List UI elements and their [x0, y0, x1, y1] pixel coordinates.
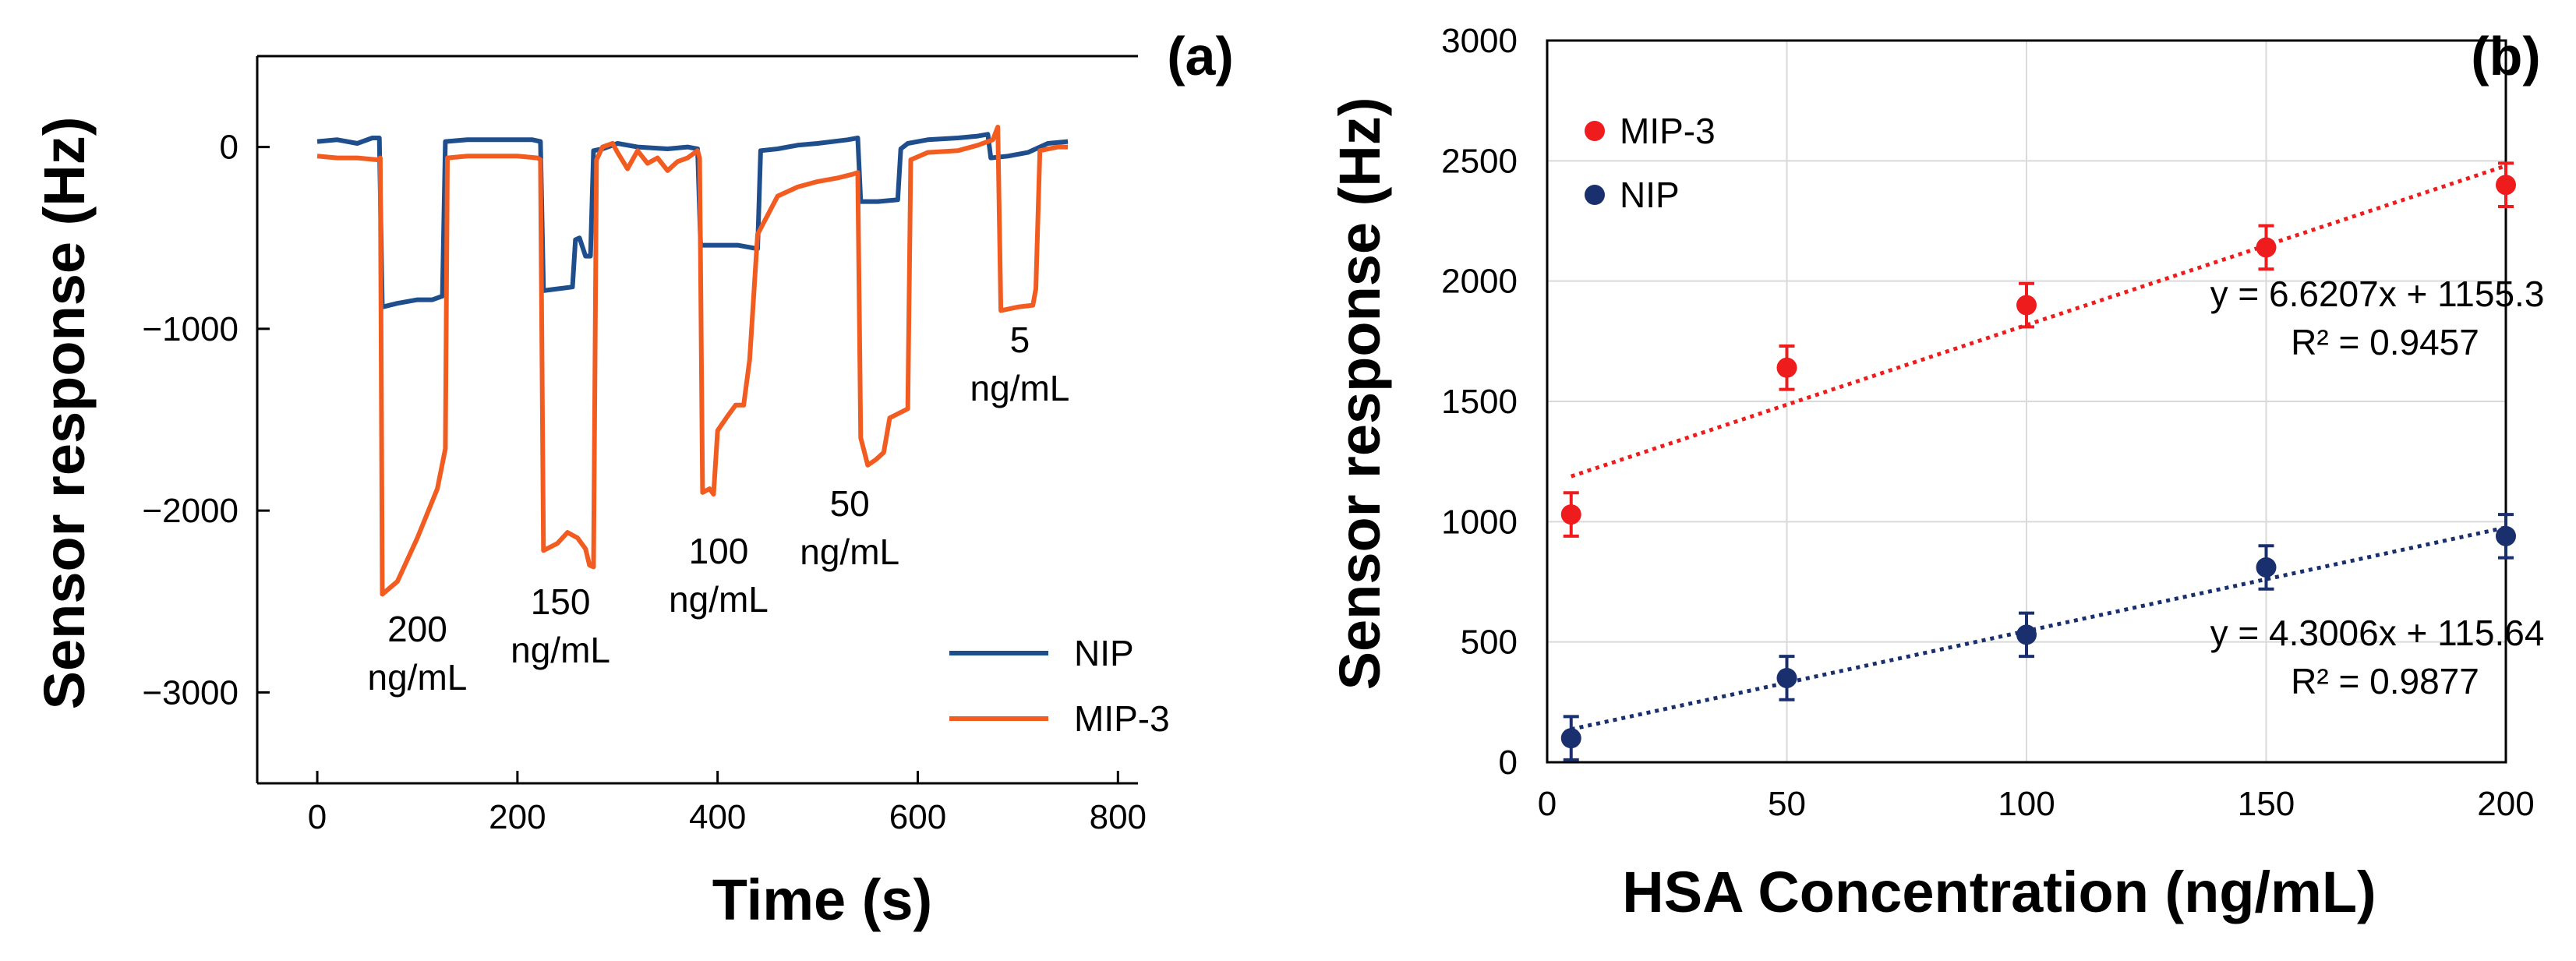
data-point-mip-3 — [2016, 295, 2037, 316]
x-tick-label: 50 — [1768, 785, 1806, 823]
panel-b-x-axis-label: HSA Concentration (ng/mL) — [1622, 860, 2376, 924]
panel-a-time-response-chart: 0 200 400 600 800 0 −1000 −2000 −3000 200 ng/mL 15… — [32, 26, 1234, 932]
y-tick-label: 1000 — [1441, 503, 1518, 541]
panel-b-equations: y = 6.6207x + 1155.3 R² = 0.9457 y = 4.300… — [2210, 274, 2545, 701]
y-tick-label: 2500 — [1441, 142, 1518, 180]
trend-equation-nip: y = 4.3006x + 115.64 — [2210, 613, 2545, 653]
data-point-mip-3 — [2256, 237, 2277, 258]
x-tick-label: 800 — [1090, 798, 1147, 836]
concentration-annotation: ng/mL — [970, 368, 1070, 408]
panel-a-label: (a) — [1167, 26, 1234, 87]
panel-a-legend: NIP MIP-3 — [949, 633, 1170, 739]
panel-b-label: (b) — [2471, 26, 2540, 87]
x-tick-label: 0 — [1538, 785, 1557, 823]
y-tick-label: 500 — [1461, 624, 1518, 662]
legend-marker-nip — [1585, 185, 1605, 205]
data-point-nip — [1776, 667, 1797, 688]
x-tick-label: 0 — [308, 798, 327, 836]
concentration-annotation: ng/mL — [511, 630, 610, 670]
r-squared-mip-3: R² = 0.9457 — [2291, 322, 2479, 362]
r-squared-nip: R² = 0.9877 — [2291, 661, 2479, 701]
concentration-annotation: ng/mL — [669, 579, 769, 620]
panel-b-data-points — [1560, 161, 2516, 761]
x-tick-label: 400 — [689, 798, 746, 836]
legend-label-nip: NIP — [1620, 175, 1680, 215]
y-tick-label: −2000 — [142, 492, 239, 530]
concentration-annotation: 5 — [1010, 320, 1030, 360]
panel-a-series — [316, 125, 1069, 597]
y-tick-label: 1500 — [1441, 383, 1518, 421]
panel-a-x-axis-label: Time (s) — [712, 867, 932, 932]
data-point-nip — [2016, 624, 2037, 645]
concentration-annotation: ng/mL — [800, 532, 899, 572]
x-tick-label: 200 — [2477, 785, 2534, 823]
legend-label-mip-3: MIP-3 — [1074, 698, 1170, 739]
concentration-annotation: 100 — [689, 531, 749, 571]
panel-b-trendlines — [1570, 164, 2507, 732]
trendline-mip-3 — [1570, 164, 2507, 479]
data-point-nip — [2256, 556, 2277, 578]
y-tick-label: −3000 — [142, 673, 239, 712]
trend-equation-mip-3: y = 6.6207x + 1155.3 — [2210, 274, 2545, 314]
x-tick-label: 600 — [889, 798, 946, 836]
y-tick-label: 2000 — [1441, 263, 1518, 301]
y-tick-label: −1000 — [142, 310, 239, 348]
panel-b-legend: MIP-3 NIP — [1585, 111, 1716, 215]
concentration-annotation: ng/mL — [368, 657, 468, 698]
panel-a-ticks: 0 200 400 600 800 0 −1000 −2000 −3000 — [142, 129, 1147, 836]
data-point-mip-3 — [1776, 357, 1797, 378]
data-point-mip-3 — [2496, 175, 2516, 196]
concentration-annotation: 200 — [387, 609, 447, 649]
concentration-annotation: 50 — [830, 483, 870, 524]
x-tick-label: 100 — [1998, 785, 2055, 823]
panel-a-y-axis-label: Sensor response (Hz) — [32, 117, 97, 710]
panel-b-frame — [1546, 39, 2507, 764]
x-tick-label: 200 — [489, 798, 546, 836]
series-line-nip — [316, 132, 1069, 309]
y-tick-label: 3000 — [1441, 22, 1518, 60]
x-tick-label: 150 — [2238, 785, 2295, 823]
data-point-nip — [2496, 525, 2516, 546]
legend-marker-mip-3 — [1585, 121, 1605, 141]
panel-a-annotations: 200 ng/mL 150 ng/mL 100 ng/mL 50 ng/mL 5 ng/mL — [368, 320, 1070, 698]
legend-label-mip-3: MIP-3 — [1620, 111, 1716, 151]
concentration-annotation: 150 — [531, 581, 591, 622]
y-tick-label: 0 — [1499, 744, 1518, 782]
panel-a-axes — [256, 55, 1138, 785]
data-point-nip — [1560, 728, 1581, 749]
series-line-mip-3 — [316, 125, 1069, 597]
panel-b-y-axis-label: Sensor response (Hz) — [1327, 97, 1392, 691]
legend-label-nip: NIP — [1074, 633, 1134, 673]
data-point-mip-3 — [1560, 504, 1581, 525]
y-tick-label: 0 — [220, 129, 239, 167]
